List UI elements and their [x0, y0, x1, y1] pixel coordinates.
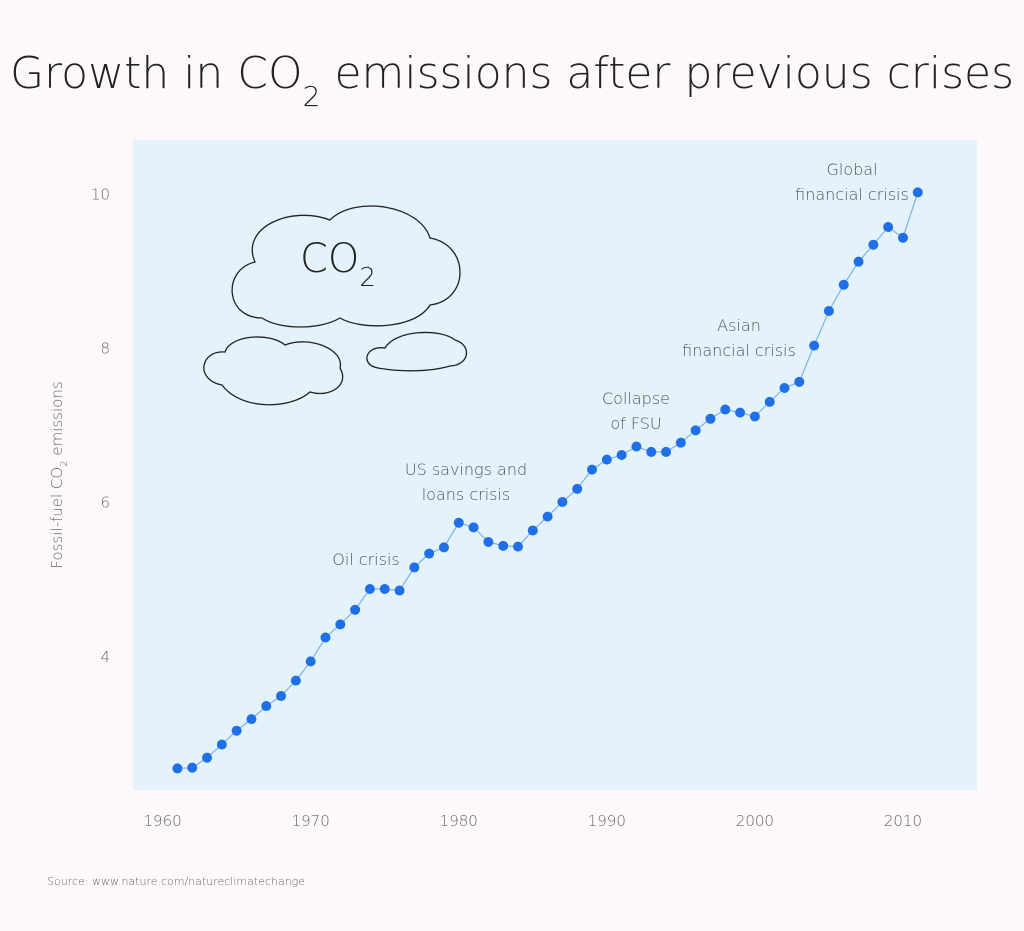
- data-point: [572, 483, 583, 494]
- data-point: [438, 542, 449, 553]
- data-point: [883, 222, 894, 233]
- data-point: [468, 522, 479, 533]
- cloud-label-subscript: 2: [359, 263, 376, 293]
- data-point: [512, 541, 523, 552]
- data-point: [364, 583, 375, 594]
- data-point: [705, 413, 716, 424]
- data-point: [261, 701, 272, 712]
- y-tick-label: 4: [100, 648, 110, 666]
- annotation: US savings and: [405, 460, 527, 479]
- annotation: financial crisis: [795, 185, 909, 204]
- annotation: financial crisis: [682, 341, 796, 360]
- data-point: [631, 441, 642, 452]
- data-point: [335, 619, 346, 630]
- data-point: [779, 382, 790, 393]
- x-tick-label: 2000: [736, 812, 774, 830]
- data-point: [394, 585, 405, 596]
- annotation: loans crisis: [422, 485, 511, 504]
- x-tick-label: 1990: [588, 812, 626, 830]
- data-point: [838, 279, 849, 290]
- data-point: [527, 525, 538, 536]
- source: Source: www.nature.com/natureclimatechan…: [47, 875, 305, 888]
- annotation: Asian: [717, 316, 761, 335]
- data-point: [868, 239, 879, 250]
- data-point: [483, 537, 494, 548]
- data-point: [216, 739, 227, 750]
- y-tick-label: 8: [100, 340, 110, 358]
- title-part: Growth in CO: [10, 48, 303, 99]
- cloud-label-part: CO: [300, 236, 359, 282]
- y-tick-label: 6: [100, 494, 110, 512]
- data-point: [231, 725, 242, 736]
- y-label-part: emissions: [48, 381, 66, 460]
- title-part: emissions after previous crises: [320, 48, 1014, 99]
- cloud-label: CO2: [300, 236, 376, 293]
- data-point: [675, 437, 686, 448]
- data-point: [794, 376, 805, 387]
- x-tick-label: 1980: [440, 812, 478, 830]
- data-point: [246, 714, 257, 725]
- data-point: [735, 407, 746, 418]
- annotation: Oil crisis: [332, 550, 400, 569]
- cloud: [231, 205, 461, 328]
- data-point: [305, 656, 316, 667]
- data-point: [823, 305, 834, 316]
- data-point: [187, 762, 198, 773]
- cloud: [203, 336, 344, 406]
- data-point: [587, 464, 598, 475]
- data-point: [409, 562, 420, 573]
- annotation: Collapse: [602, 389, 670, 408]
- y-label-part: Fossil-fuel CO: [48, 467, 66, 569]
- chart-title: Growth in CO2 emissions after previous c…: [10, 48, 1014, 113]
- y-axis-label: Fossil-fuel CO2 emissions: [48, 381, 70, 568]
- data-point: [498, 540, 509, 551]
- data-point: [749, 411, 760, 422]
- data-point: [320, 632, 331, 643]
- data-point: [290, 675, 301, 686]
- data-point: [601, 454, 612, 465]
- data-point: [853, 256, 864, 267]
- cloud: [366, 331, 468, 372]
- y-label-subscript: 2: [59, 460, 70, 466]
- x-tick-label: 2010: [884, 812, 922, 830]
- data-point: [764, 396, 775, 407]
- data-point: [276, 691, 287, 702]
- data-point: [202, 752, 213, 763]
- x-tick-label: 1960: [144, 812, 182, 830]
- data-point: [616, 449, 627, 460]
- data-point: [350, 604, 361, 615]
- data-point: [809, 340, 820, 351]
- data-point: [720, 404, 731, 415]
- title-subscript: 2: [303, 80, 321, 113]
- data-point: [912, 187, 923, 198]
- annotation: Global: [826, 160, 877, 179]
- data-point: [542, 511, 553, 522]
- data-point: [172, 763, 183, 774]
- data-point: [453, 517, 464, 528]
- annotation: of FSU: [610, 414, 661, 433]
- data-point: [646, 446, 657, 457]
- data-point: [557, 496, 568, 507]
- data-point: [690, 425, 701, 436]
- data-point: [424, 548, 435, 559]
- data-point: [661, 446, 672, 457]
- y-tick-label: 10: [91, 186, 110, 204]
- data-point: [379, 583, 390, 594]
- data-point: [897, 232, 908, 243]
- x-tick-label: 1970: [292, 812, 330, 830]
